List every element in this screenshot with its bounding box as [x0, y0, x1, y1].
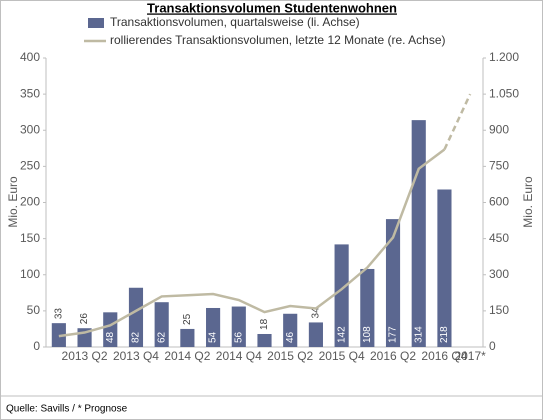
y-tick-label: 100 [20, 267, 40, 281]
data-label: 25 [182, 313, 193, 325]
bar [231, 306, 246, 347]
y-tick-label: 150 [20, 231, 40, 245]
data-label: 34 [311, 307, 322, 319]
y2-tick-label: 1.200 [489, 50, 519, 64]
y2-axis-label: Mio. Euro [521, 176, 535, 228]
source: Quelle: Savills / * Prognose [6, 404, 128, 415]
bar [180, 328, 195, 347]
x-tick-label: 2017* [454, 349, 486, 363]
data-label: 142 [336, 326, 347, 343]
y2-tick-label: 900 [489, 122, 509, 136]
y-tick-label: 350 [20, 86, 40, 100]
forecast-line [443, 93, 472, 151]
bar [128, 287, 144, 347]
bar [411, 120, 426, 347]
y-tick-label: 300 [20, 122, 40, 136]
x-tick-label: 2013 Q2 [62, 349, 108, 363]
bar [257, 333, 272, 347]
data-label: 177 [388, 326, 399, 343]
y2-tick-label: 0 [489, 339, 496, 353]
x-tick-label: 2015 Q2 [267, 349, 313, 363]
x-tick-label: 2016 Q2 [370, 349, 416, 363]
y2-tick-label: 750 [489, 159, 509, 173]
y2-tick-label: 1.050 [489, 86, 519, 100]
bar [437, 189, 452, 347]
bar [103, 312, 118, 347]
bar [385, 219, 401, 347]
y-tick-label: 250 [20, 159, 40, 173]
bar [283, 313, 298, 347]
data-label: 54 [208, 331, 219, 343]
y-tick-label: 0 [33, 339, 40, 353]
y-axis-label: Mio. Euro [6, 176, 20, 228]
data-label: 56 [233, 331, 244, 343]
chart-title: Transaktionsvolumen Studentenwohnen [147, 0, 397, 15]
data-label: 46 [285, 331, 296, 343]
data-label: 218 [439, 326, 450, 343]
legend-swatch [88, 18, 104, 28]
data-label: 33 [53, 308, 64, 320]
legend-label: Transaktionsvolumen, quartalsweise (li. … [110, 15, 360, 29]
bar [308, 322, 323, 347]
data-label: 82 [131, 331, 142, 343]
data-label: 26 [79, 313, 90, 325]
data-label: 48 [105, 331, 116, 343]
data-label: 108 [362, 326, 373, 343]
bar [334, 244, 349, 347]
line [58, 148, 446, 338]
bar [154, 302, 169, 347]
x-tick-label: 2015 Q4 [319, 349, 365, 363]
y2-tick-label: 300 [489, 267, 509, 281]
y2-tick-label: 450 [489, 231, 509, 245]
y-tick-label: 200 [20, 195, 40, 209]
data-label: 62 [156, 331, 167, 343]
bar [206, 307, 221, 347]
x-tick-label: 2016 Q4 [421, 349, 467, 363]
y2-tick-label: 150 [489, 303, 509, 317]
y-tick-label: 50 [27, 303, 41, 317]
x-tick-label: 2013 Q4 [113, 349, 159, 363]
x-tick-label: 2014 Q2 [164, 349, 210, 363]
y-tick-label: 400 [20, 50, 40, 64]
data-label: 314 [413, 326, 424, 343]
data-label: 18 [259, 318, 270, 330]
bar [360, 268, 375, 347]
y2-tick-label: 600 [489, 195, 509, 209]
legend-label: rollierendes Transaktionsvolumen, letzte… [110, 33, 446, 47]
x-tick-label: 2014 Q4 [216, 349, 262, 363]
